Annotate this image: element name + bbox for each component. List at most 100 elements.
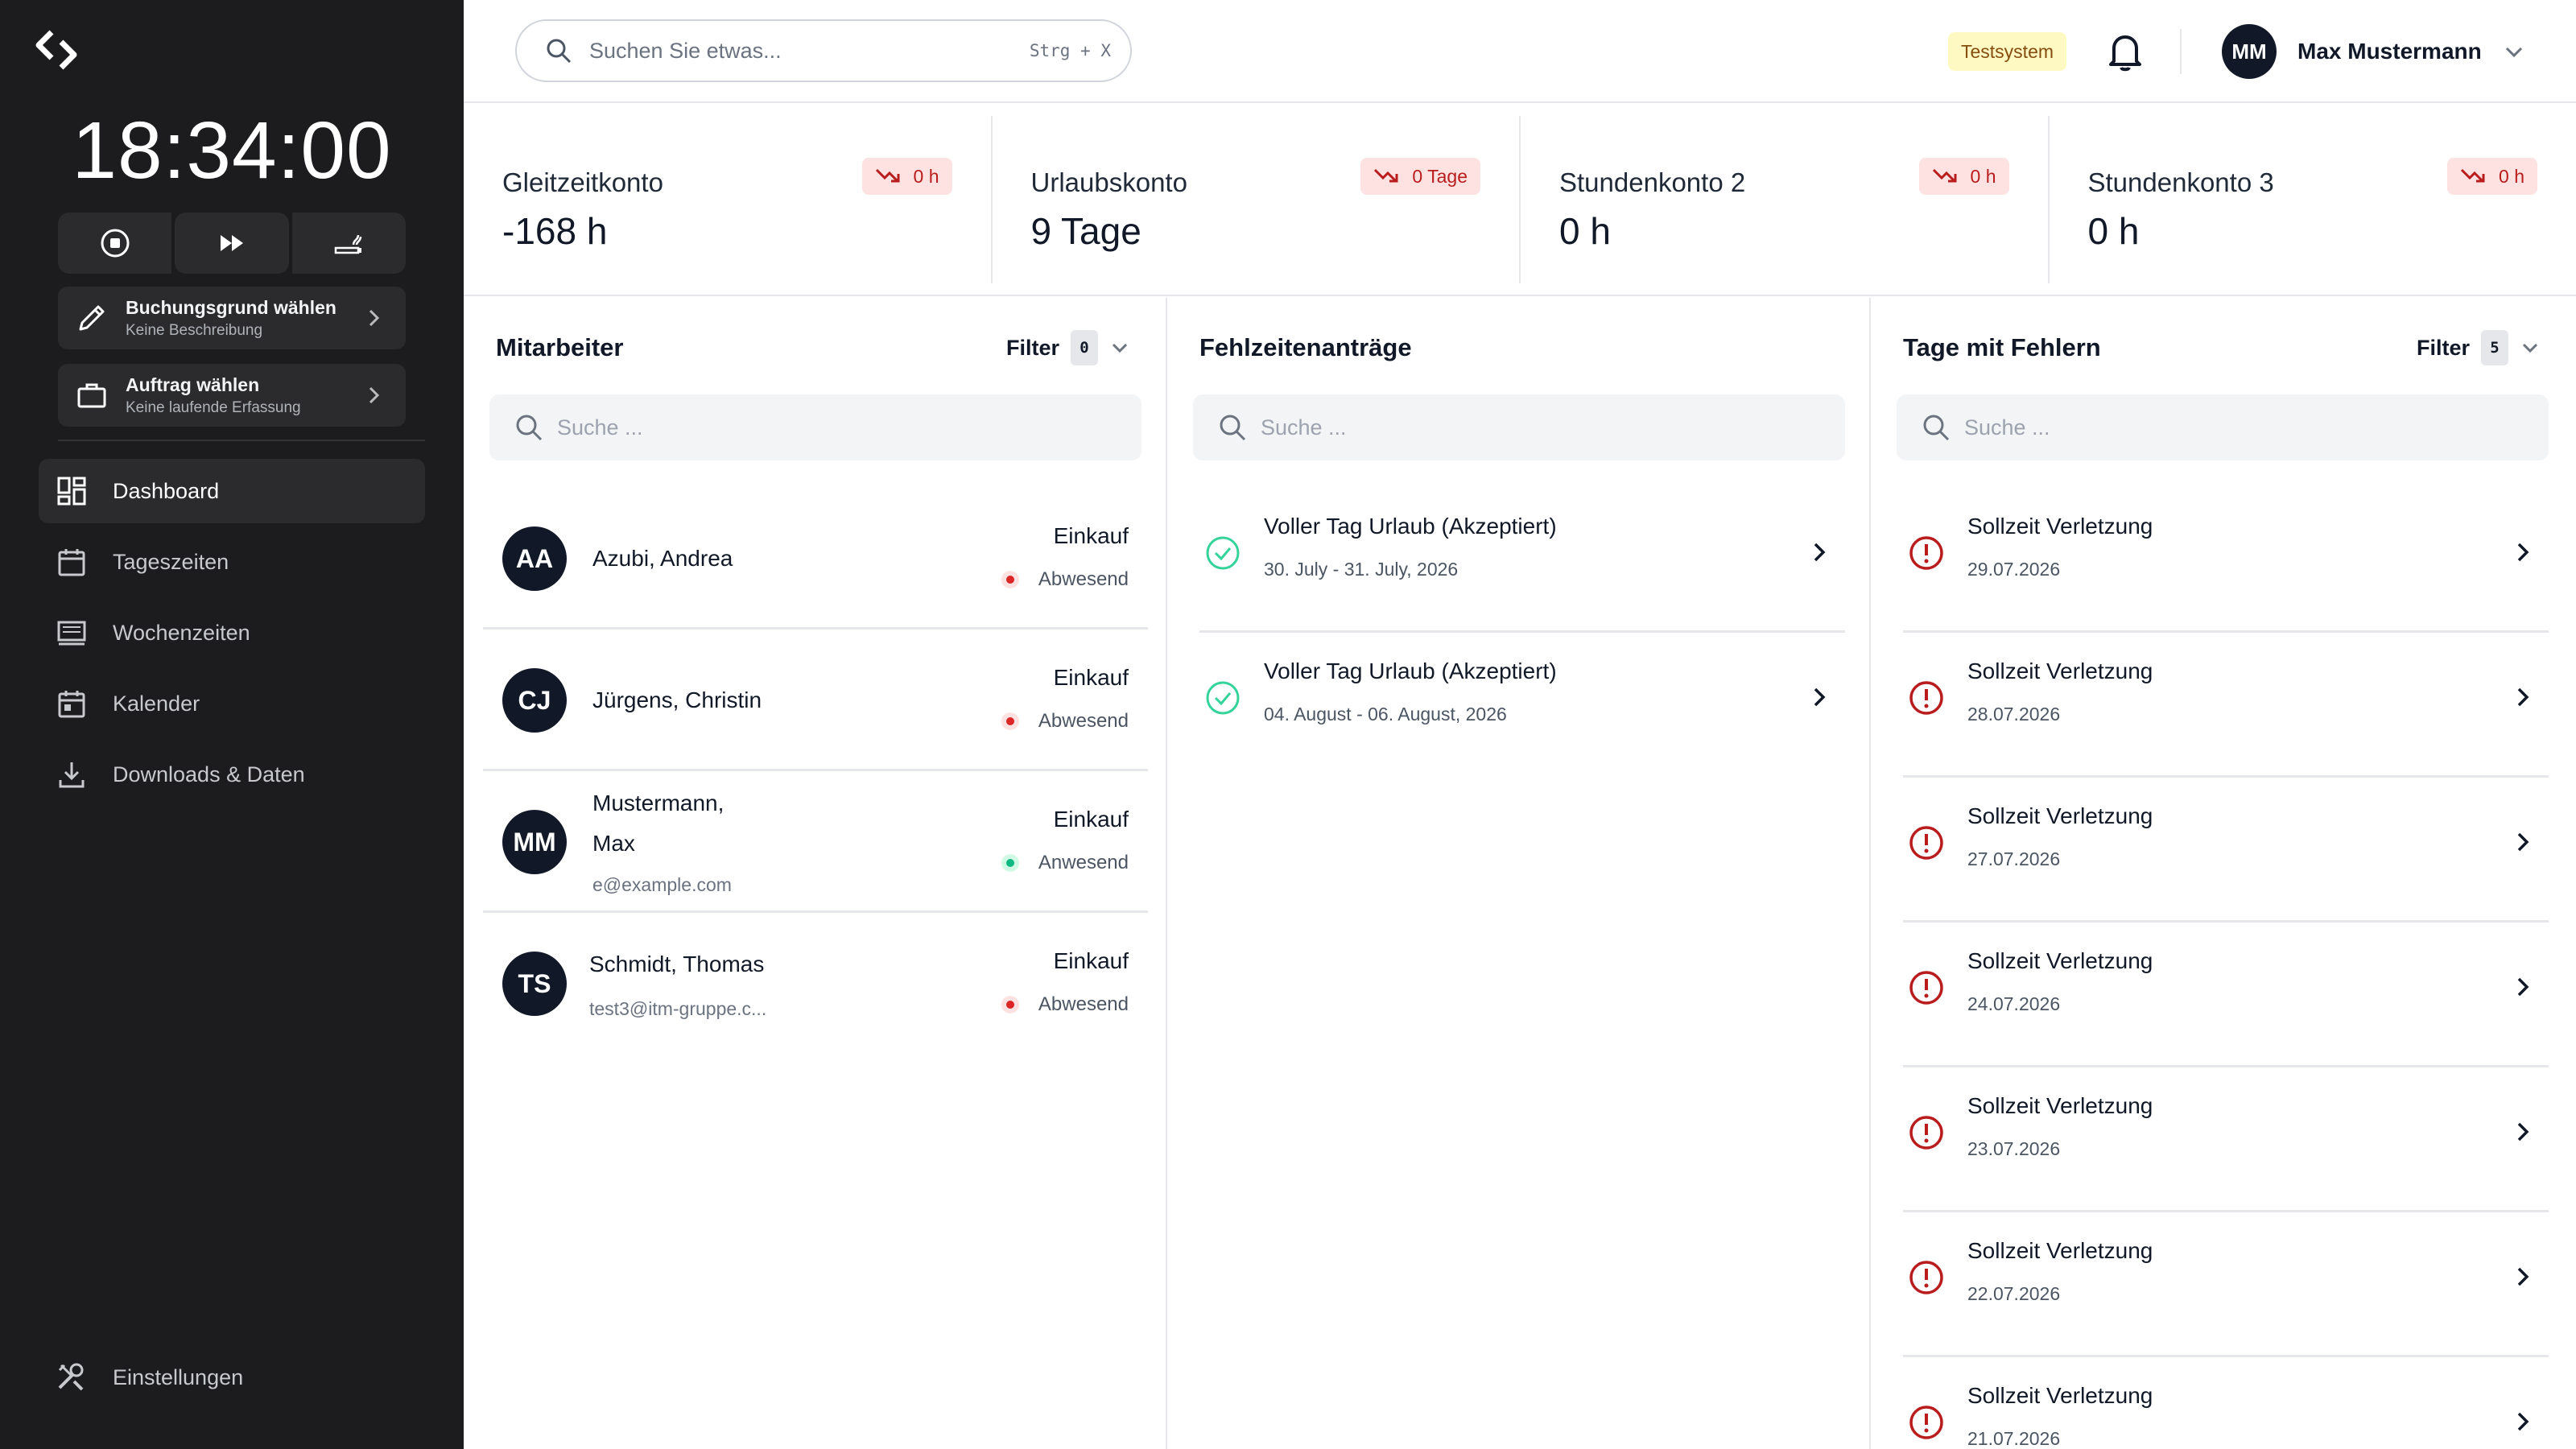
sidebar-item-label: Downloads & Daten [113,762,305,786]
booking-reason-subtitle: Keine Beschreibung [126,321,263,339]
sidebar-item-kalender[interactable]: Kalender [39,671,425,736]
alert-circle-icon [1909,826,1943,860]
request-title: Voller Tag Urlaub (Akzeptiert) [1264,658,1557,683]
alert-circle-icon [1909,1116,1943,1150]
list-item[interactable]: Sollzeit Verletzung 22.07.2026 [1903,1212,2549,1357]
employees-search[interactable] [489,394,1141,460]
trend-badge: 0 h [2447,158,2537,195]
check-circle-icon [1206,681,1240,715]
list-item[interactable]: AA Azubi, Andrea Einkauf Abwesend [483,488,1148,630]
error-date: 24.07.2026 [1967,993,2061,1014]
status-dot-icon [1001,854,1019,872]
list-item[interactable]: Voller Tag Urlaub (Akzeptiert) 30. July … [1199,488,1845,633]
user-menu[interactable]: MM Max Mustermann [2222,24,2525,79]
notification-bell-icon[interactable] [2106,31,2145,72]
stat-label: Urlaubskonto [1030,167,1187,197]
list-item[interactable]: Sollzeit Verletzung 29.07.2026 [1903,488,2549,633]
week-icon [55,616,89,650]
search-icon [1923,415,1950,441]
sidebar-item-tageszeiten[interactable]: Tageszeiten [39,530,425,594]
status-badge: Abwesend [1001,710,1129,733]
employee-name: Azubi, Andrea [592,546,733,571]
sidebar-item-downloads[interactable]: Downloads & Daten [39,742,425,807]
stop-button[interactable] [58,213,172,274]
break-button[interactable] [291,213,406,274]
employee-name: Mustermann, [592,791,724,815]
status-label: Abwesend [1038,568,1129,590]
list-item[interactable]: CJ Jürgens, Christin Einkauf Abwesend [483,630,1148,771]
list-item[interactable]: Sollzeit Verletzung 27.07.2026 [1903,778,2549,923]
list-item[interactable]: Sollzeit Verletzung 23.07.2026 [1903,1067,2549,1212]
employee-email: test3@itm-gruppe.c... [589,998,767,1019]
employees-filter-button[interactable]: Filter 0 [1006,330,1130,365]
error-date: 23.07.2026 [1967,1138,2061,1159]
sidebar-item-dashboard[interactable]: Dashboard [39,459,425,523]
sidebar-item-wochenzeiten[interactable]: Wochenzeiten [39,601,425,665]
user-name: Max Mustermann [2297,39,2482,64]
requests-search[interactable] [1193,394,1845,460]
chevron-right-icon [1814,687,1826,707]
error-date: 21.07.2026 [1967,1428,2061,1449]
filter-count-badge: 5 [2481,330,2508,365]
briefcase-icon [74,378,109,413]
error-title: Sollzeit Verletzung [1967,948,2153,973]
chevron-right-icon [1814,543,1826,562]
error-title: Sollzeit Verletzung [1967,1383,2153,1408]
stat-gleitzeitkonto: Gleitzeitkonto -168 h 0 h [464,116,993,283]
search-icon [547,39,572,64]
errors-filter-button[interactable]: Filter 5 [2417,330,2541,365]
employee-name-line2: Max [592,831,635,856]
error-date: 29.07.2026 [1967,559,2061,580]
status-label: Anwesend [1038,852,1129,873]
account-stats: Gleitzeitkonto -168 h 0 h Urlaubskonto 9… [464,105,2576,296]
employees-search-input[interactable] [557,415,1059,440]
trend-badge: 0 Tage [1360,158,1480,195]
list-item[interactable]: Sollzeit Verletzung 21.07.2026 [1903,1357,2549,1449]
stat-value: 0 h [1559,210,1611,252]
global-search[interactable]: Strg + X [515,19,1132,82]
filter-count-badge: 0 [1071,330,1098,365]
absence-requests-panel: Fehlzeitenanträge Voller Tag Urlaub (Akz… [1167,298,1871,1449]
stat-value: -168 h [502,210,608,252]
list-item[interactable]: Voller Tag Urlaub (Akzeptiert) 04. Augus… [1199,633,1845,778]
errors-search[interactable] [1897,394,2549,460]
stat-stundenkonto-2: Stundenkonto 2 0 h 0 h [1521,116,2050,283]
chevron-down-icon [2505,47,2522,58]
order-selector[interactable]: Auftrag wählen Keine laufende Erfassung [58,364,406,427]
list-item[interactable]: MM Mustermann, Max e@example.com Einkauf… [483,771,1148,913]
chevron-right-icon [2517,543,2529,562]
panel-title: Tage mit Fehlern [1903,333,2101,361]
chevron-right-icon [2517,977,2529,997]
status-label: Abwesend [1038,993,1129,1015]
stat-label: Stundenkonto 3 [2087,167,2274,197]
sidebar-item-label: Wochenzeiten [113,620,250,645]
sidebar-item-label: Dashboard [113,478,220,503]
booking-reason-selector[interactable]: Buchungsgrund wählen Keine Beschreibung [58,287,406,349]
requests-search-input[interactable] [1261,415,1763,440]
employee-department: Einkauf [1053,807,1129,832]
errors-search-input[interactable] [1964,415,2467,440]
avatar: TS [502,952,567,1016]
trend-value: 0 h [913,165,939,187]
error-title: Sollzeit Verletzung [1967,658,2153,683]
calendar-icon [55,545,89,579]
employees-panel: Mitarbeiter Filter 0 AA Azubi, Andrea Ei… [464,298,1167,1449]
booking-reason-title: Buchungsgrund wählen [126,296,336,318]
search-icon [516,415,543,441]
list-item[interactable]: TS Schmidt, Thomas test3@itm-gruppe.c...… [483,913,1148,1055]
app-logo-icon[interactable] [35,29,77,71]
order-subtitle: Keine laufende Erfassung [126,398,301,416]
avatar: MM [2222,24,2277,79]
alert-circle-icon [1909,681,1943,715]
list-item[interactable]: Sollzeit Verletzung 28.07.2026 [1903,633,2549,778]
sidebar-item-settings[interactable]: Einstellungen [55,1360,243,1394]
error-days-panel: Tage mit Fehlern Filter 5 Sollzeit Verle… [1871,298,2576,1449]
request-dates: 04. August - 06. August, 2026 [1264,704,1507,724]
trend-badge: 0 h [1918,158,2009,195]
fast-forward-button[interactable] [175,213,289,274]
sidebar: 18:34:00 Buchungsgrund wählen Keine Besc… [0,0,464,1449]
list-item[interactable]: Sollzeit Verletzung 24.07.2026 [1903,923,2549,1067]
trend-value: 0 h [2499,165,2524,187]
global-search-input[interactable] [589,38,1030,64]
chevron-right-icon [2517,1122,2529,1141]
